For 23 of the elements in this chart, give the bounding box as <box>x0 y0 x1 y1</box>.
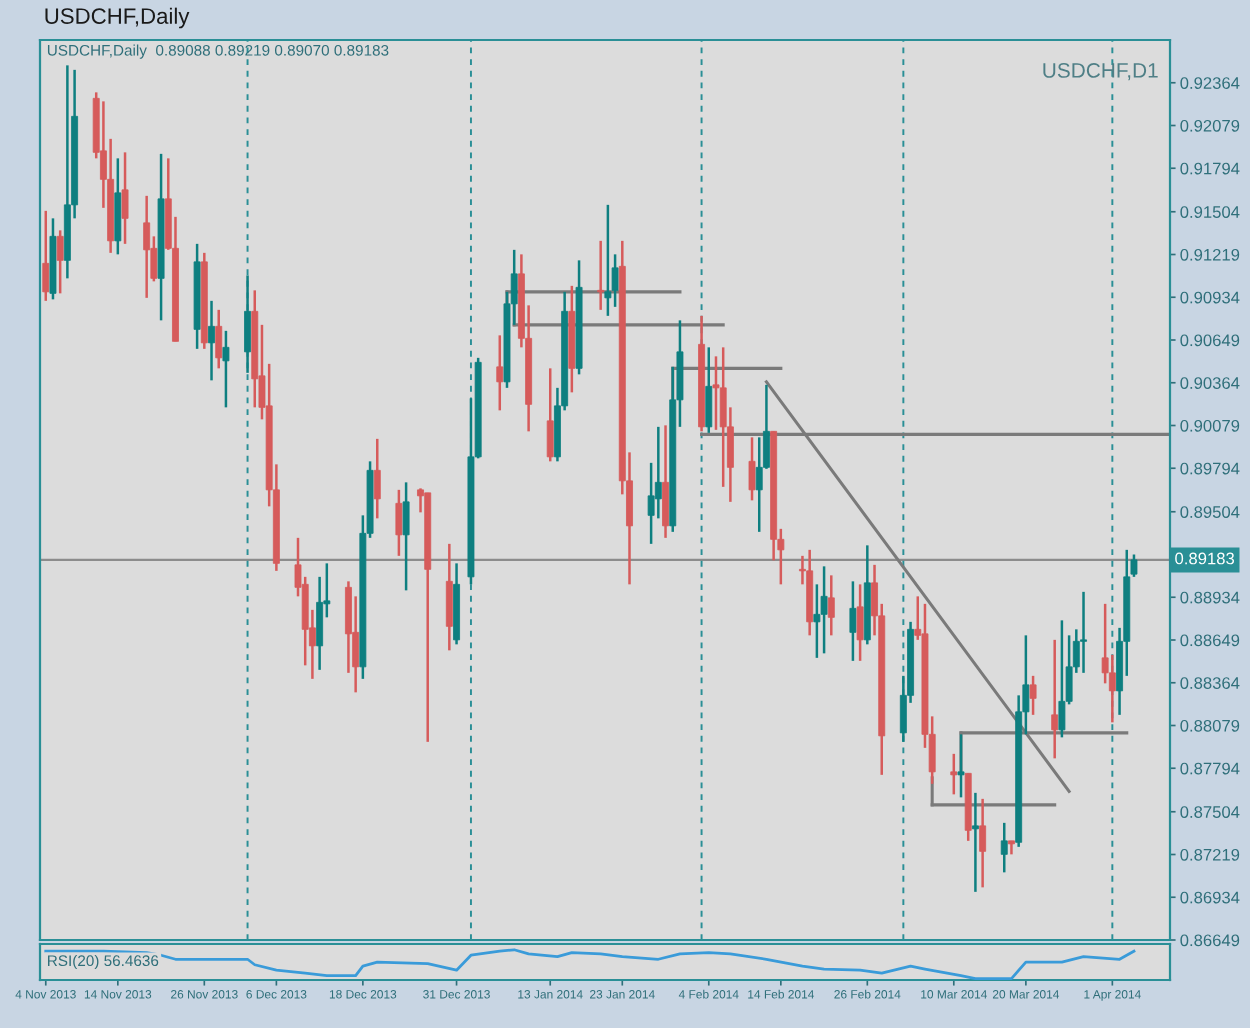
y-tick-label: 0.89794 <box>1180 462 1240 475</box>
y-tick-label: 0.87794 <box>1180 762 1240 775</box>
y-tick-label: 0.91219 <box>1180 248 1240 261</box>
y-tick-label: 0.92079 <box>1180 119 1240 132</box>
y-tick-label: 0.88649 <box>1180 634 1240 647</box>
y-tick-label: 0.87504 <box>1180 806 1240 818</box>
chart-title: USDCHF,Daily <box>45 7 190 29</box>
y-tick-label: 0.90649 <box>1180 334 1240 347</box>
y-tick-label: 0.87219 <box>1180 848 1240 861</box>
y-tick-label: 0.91504 <box>1180 206 1240 218</box>
y-tick-label: 0.88364 <box>1180 677 1240 689</box>
y-tick-label: 0.91794 <box>1180 162 1240 175</box>
y-tick-label: 0.86649 <box>1180 934 1240 947</box>
y-tick-label: 0.90934 <box>1180 291 1240 304</box>
y-tick-label: 0.88079 <box>1180 719 1240 732</box>
y-tick-label: 0.89504 <box>1180 506 1240 518</box>
y-tick-label: 0.92364 <box>1180 77 1240 89</box>
y-tick-label: 0.90364 <box>1180 377 1240 389</box>
y-tick-label: 0.90079 <box>1180 419 1240 432</box>
y-tick-label: 0.86934 <box>1180 891 1240 904</box>
ref-line-label: 0.89183 <box>1175 552 1235 565</box>
annotation: USDCHF,D1 <box>1043 63 1158 81</box>
y-tick-label: 0.88934 <box>1180 591 1240 604</box>
